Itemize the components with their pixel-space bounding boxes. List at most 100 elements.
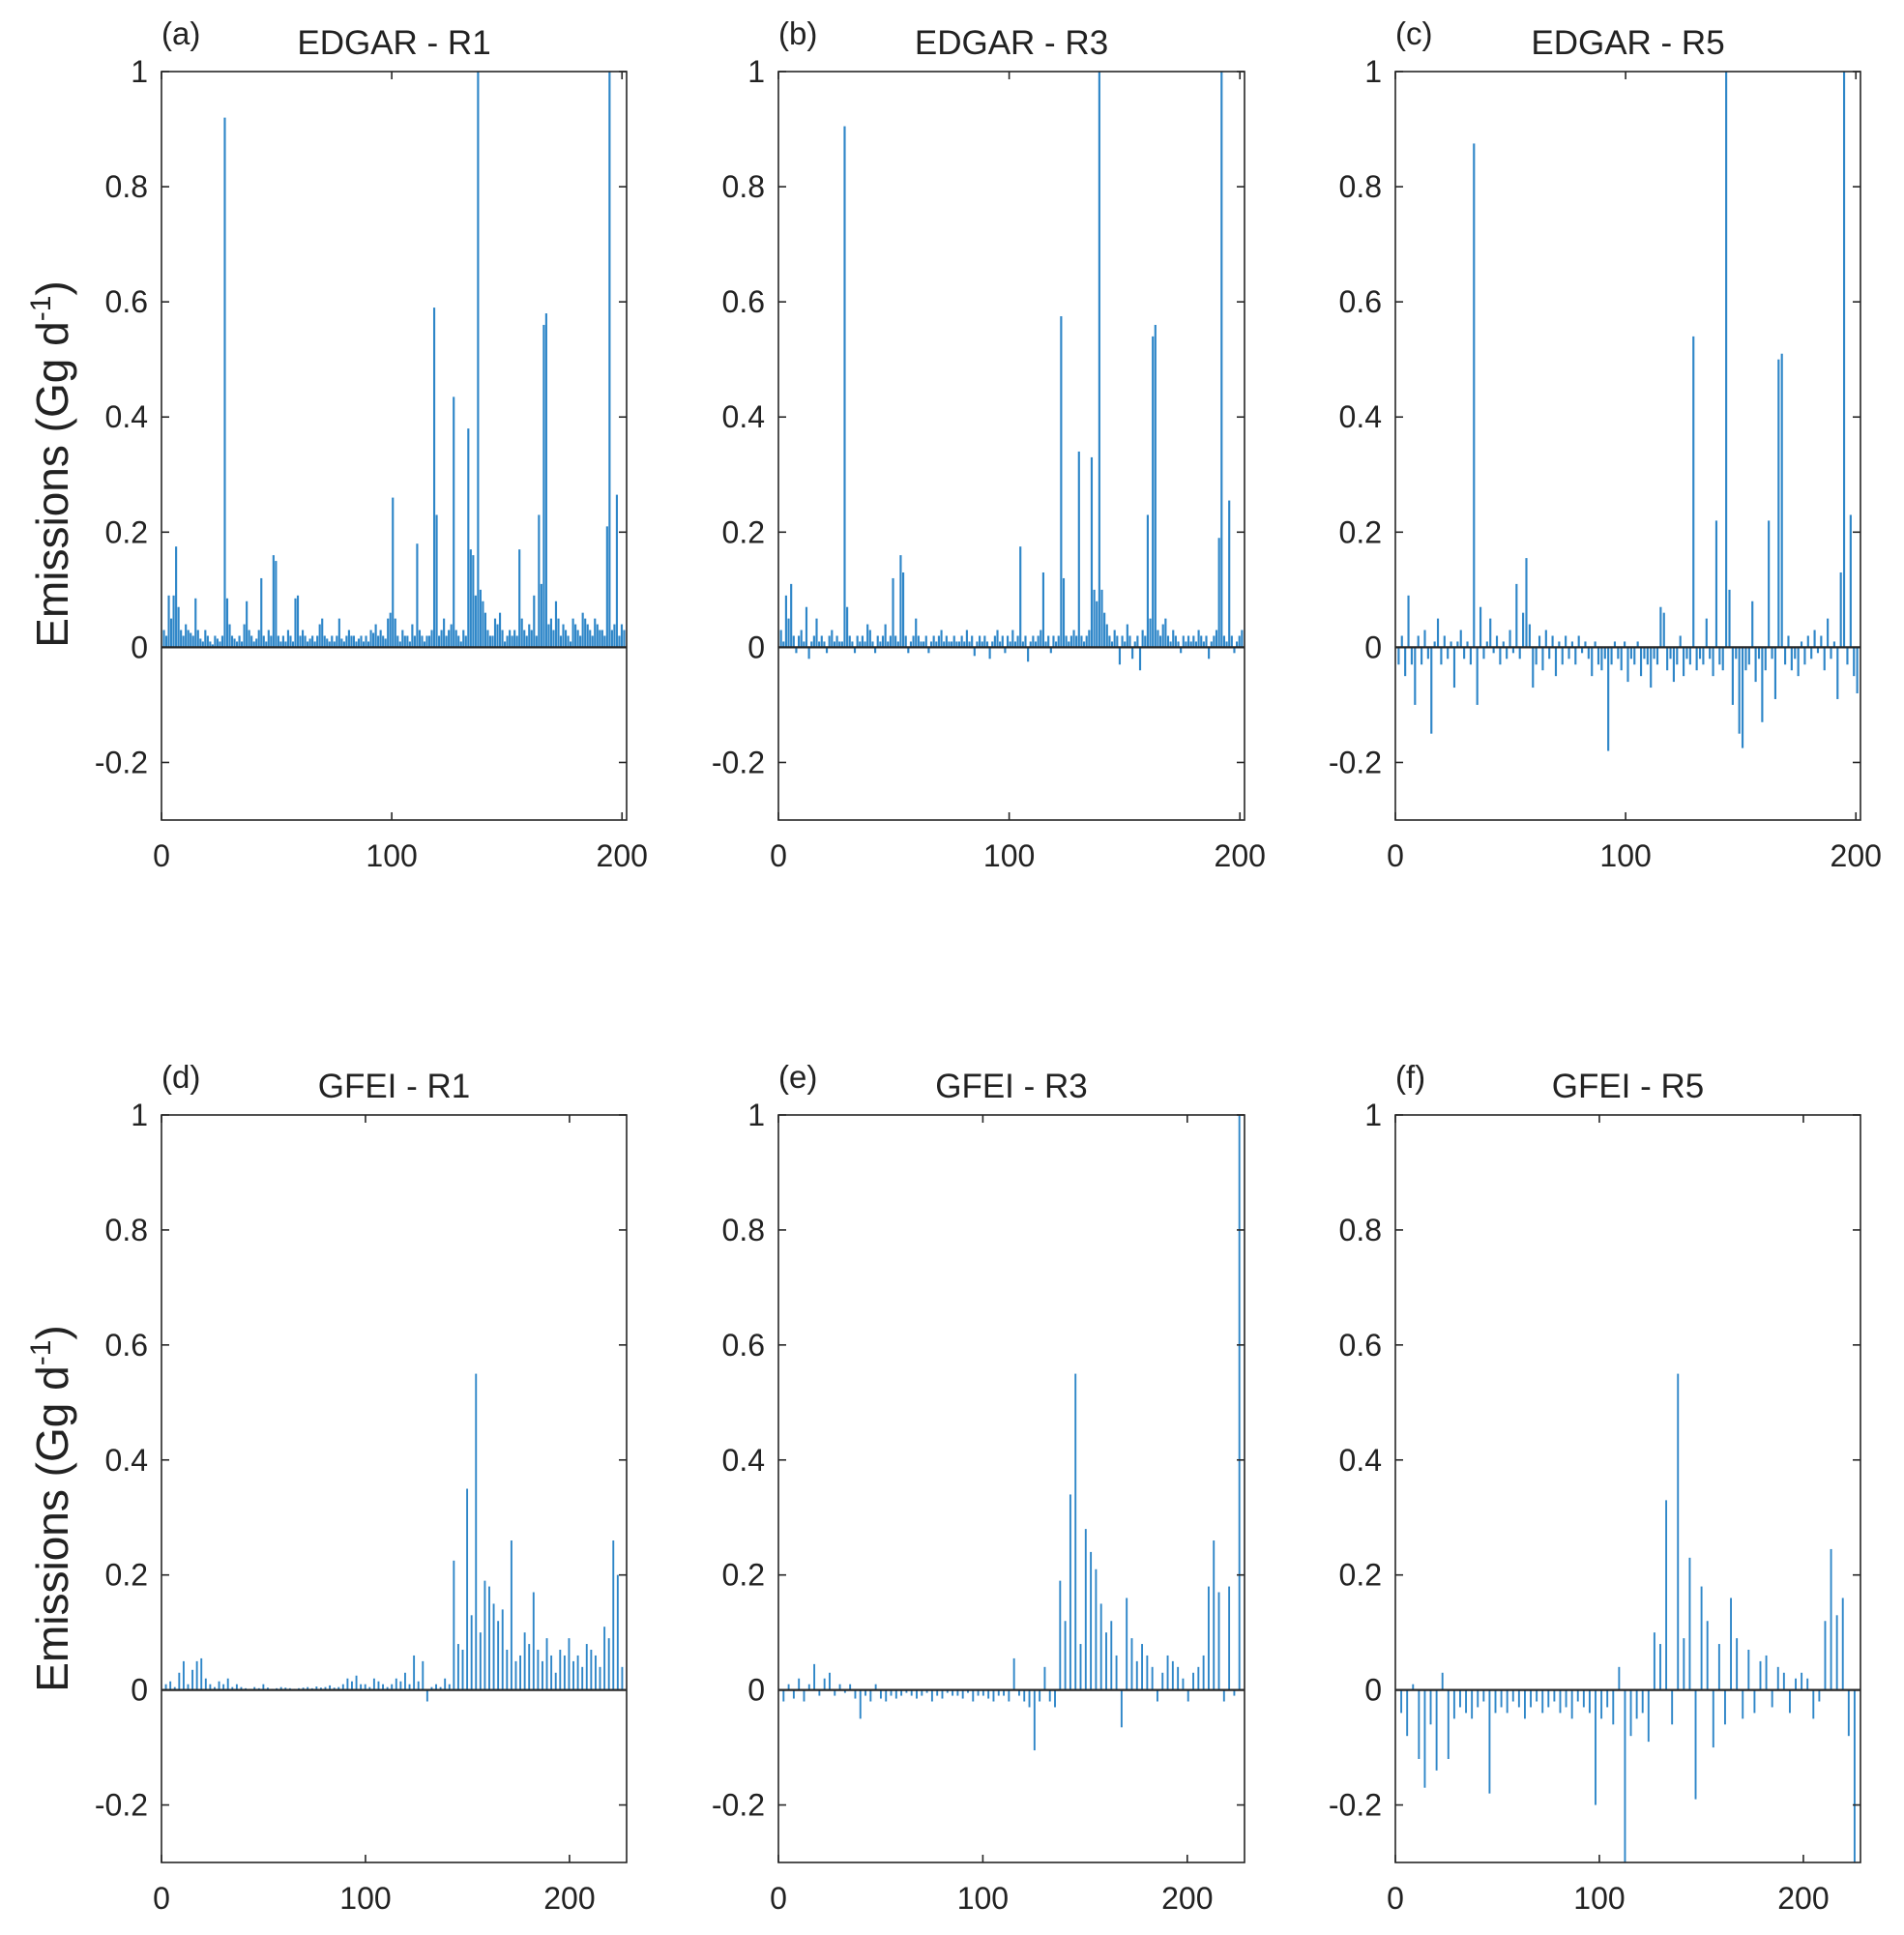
bar (252, 641, 255, 648)
bar (532, 1592, 535, 1690)
bar (603, 635, 606, 648)
bar (372, 1678, 375, 1690)
bar (571, 618, 574, 648)
bar (946, 1689, 949, 1693)
y-tick-label: -0.2 (95, 1788, 148, 1823)
bar (1400, 635, 1403, 648)
bar (395, 1678, 397, 1690)
bar (1561, 647, 1564, 665)
bar (1034, 641, 1038, 648)
bar (1105, 624, 1108, 648)
bar (960, 635, 963, 648)
bar (1499, 647, 1502, 665)
bar (563, 1655, 566, 1690)
bar (840, 641, 843, 648)
panel-title: GFEI - R1 (318, 1068, 471, 1105)
bar (1149, 618, 1152, 648)
bar (1476, 647, 1479, 705)
bar (1742, 1689, 1744, 1719)
bar (1517, 1689, 1520, 1708)
bar (470, 1615, 473, 1690)
bar (377, 635, 380, 648)
bar (392, 497, 395, 648)
bar (262, 635, 265, 648)
x-tick-label: 200 (1215, 838, 1266, 873)
bar (1794, 647, 1797, 660)
bar (265, 641, 268, 648)
y-tick-label: 1 (747, 54, 765, 89)
bar (218, 1681, 220, 1690)
bar (621, 1666, 624, 1690)
bar (1177, 641, 1180, 648)
bar (1192, 1672, 1194, 1690)
bar (1406, 1689, 1409, 1737)
bar (408, 1684, 411, 1690)
bar (923, 641, 925, 648)
bar (1751, 601, 1754, 648)
bar (901, 572, 905, 648)
bar (206, 635, 209, 648)
bar (1006, 635, 1010, 648)
bar (352, 635, 356, 648)
bar (1551, 635, 1554, 648)
x-tick-label: 100 (957, 1881, 1009, 1916)
bar (952, 635, 955, 648)
bar (511, 635, 513, 648)
bar (1482, 1689, 1485, 1702)
bar (1069, 635, 1072, 648)
bar (216, 638, 219, 648)
bar (993, 635, 996, 648)
bar (1554, 647, 1558, 677)
bar (1671, 1689, 1674, 1725)
x-tick-label: 0 (1387, 838, 1404, 873)
bar (787, 618, 790, 648)
axes-frame (1394, 71, 1861, 821)
bar (1659, 606, 1662, 648)
bar (1741, 647, 1744, 748)
bar (1068, 641, 1070, 648)
bar (820, 635, 823, 648)
bar (1618, 1666, 1621, 1690)
bar (1666, 647, 1669, 671)
bar (175, 546, 178, 648)
bar (450, 624, 453, 648)
bar (1466, 641, 1469, 648)
bar (411, 624, 414, 648)
bar (1813, 630, 1816, 648)
bar (1515, 583, 1518, 648)
bar (1725, 72, 1728, 648)
bar (812, 635, 815, 648)
bar (1186, 635, 1190, 648)
bar (1559, 1689, 1562, 1714)
bar (1706, 1621, 1709, 1690)
y-tick-label: 0 (747, 1673, 765, 1708)
bar (890, 1689, 893, 1696)
bar (951, 641, 953, 648)
bar (838, 641, 841, 648)
bar (1215, 630, 1218, 648)
bar (443, 618, 446, 648)
bar (1166, 635, 1170, 648)
bar (1440, 647, 1443, 665)
bar (1040, 630, 1042, 648)
bar (784, 595, 787, 648)
bar (1610, 647, 1613, 665)
bar (214, 1686, 216, 1690)
bar (413, 1655, 416, 1690)
bar (1202, 1655, 1205, 1690)
bar (564, 630, 568, 648)
bar (779, 630, 782, 648)
bar (501, 1609, 504, 1690)
bar (413, 635, 416, 648)
y-axis-label-main: Emissions (Gg d (27, 321, 77, 647)
y-axis-label: Emissions (Gg d-1) (25, 280, 77, 647)
bar (1141, 630, 1144, 648)
bar (1421, 647, 1423, 665)
bar (1730, 1598, 1732, 1690)
bar (423, 641, 426, 648)
bar (479, 589, 482, 648)
bar (1079, 1644, 1082, 1690)
bar (513, 630, 516, 648)
bar (1186, 1689, 1189, 1702)
bar (1771, 647, 1773, 660)
